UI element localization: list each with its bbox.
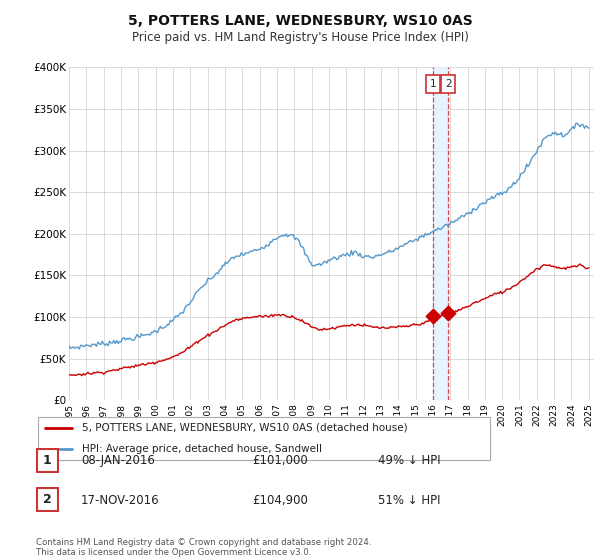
Text: 08-JAN-2016: 08-JAN-2016 xyxy=(81,454,155,468)
FancyBboxPatch shape xyxy=(37,488,58,511)
Text: 17-NOV-2016: 17-NOV-2016 xyxy=(81,493,160,507)
FancyBboxPatch shape xyxy=(38,417,490,460)
Text: 5, POTTERS LANE, WEDNESBURY, WS10 0AS (detached house): 5, POTTERS LANE, WEDNESBURY, WS10 0AS (d… xyxy=(82,423,407,433)
Text: 51% ↓ HPI: 51% ↓ HPI xyxy=(378,493,440,507)
Text: 1: 1 xyxy=(43,454,52,467)
Text: 2: 2 xyxy=(445,79,451,89)
Text: 2: 2 xyxy=(43,493,52,506)
FancyBboxPatch shape xyxy=(37,449,58,472)
Text: 1: 1 xyxy=(430,79,437,89)
Point xyxy=(428,312,438,321)
Text: 49% ↓ HPI: 49% ↓ HPI xyxy=(378,454,440,468)
Text: £104,900: £104,900 xyxy=(252,493,308,507)
Text: £101,000: £101,000 xyxy=(252,454,308,468)
Point xyxy=(443,309,453,318)
Text: 5, POTTERS LANE, WEDNESBURY, WS10 0AS: 5, POTTERS LANE, WEDNESBURY, WS10 0AS xyxy=(128,14,472,28)
Text: HPI: Average price, detached house, Sandwell: HPI: Average price, detached house, Sand… xyxy=(82,444,322,454)
Text: Price paid vs. HM Land Registry's House Price Index (HPI): Price paid vs. HM Land Registry's House … xyxy=(131,31,469,44)
Text: Contains HM Land Registry data © Crown copyright and database right 2024.
This d: Contains HM Land Registry data © Crown c… xyxy=(36,538,371,557)
Bar xyxy=(433,67,448,400)
